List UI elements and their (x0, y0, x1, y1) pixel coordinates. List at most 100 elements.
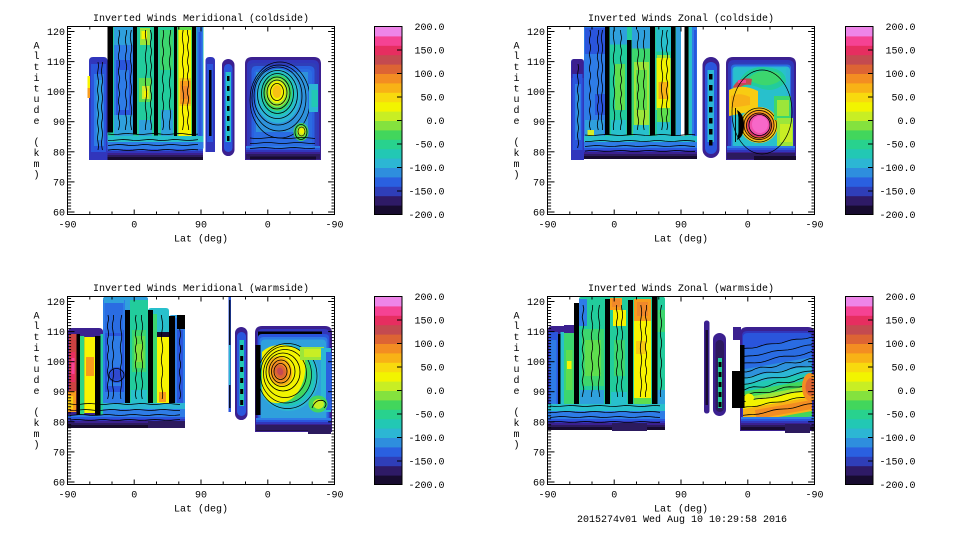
svg-text:t: t (513, 85, 519, 96)
svg-text:0: 0 (265, 221, 271, 232)
svg-text:Lat (deg): Lat (deg) (174, 234, 228, 246)
svg-text:100: 100 (527, 88, 545, 99)
svg-text:l: l (513, 321, 519, 333)
svg-text:-100.0: -100.0 (879, 434, 915, 445)
svg-text:d: d (513, 375, 519, 387)
svg-text:120: 120 (527, 298, 545, 309)
svg-text:-150.0: -150.0 (408, 188, 444, 199)
svg-text:Lat (deg): Lat (deg) (654, 504, 708, 516)
svg-text:110: 110 (527, 328, 545, 339)
svg-text:-200.0: -200.0 (408, 211, 444, 222)
svg-text:e: e (513, 387, 519, 398)
svg-text:2015274v01 Wed Aug 10 10:29:58: 2015274v01 Wed Aug 10 10:29:58 2016 (577, 514, 787, 526)
svg-text:90: 90 (533, 118, 545, 129)
svg-text:0.0: 0.0 (426, 117, 444, 128)
svg-text:80: 80 (53, 418, 65, 429)
svg-text:-50.0: -50.0 (885, 411, 915, 422)
svg-text:i: i (513, 73, 519, 85)
svg-text:l: l (513, 51, 519, 63)
svg-text:-100.0: -100.0 (408, 434, 444, 445)
svg-text:100: 100 (47, 88, 65, 99)
svg-text:60: 60 (53, 479, 65, 490)
svg-text:200.0: 200.0 (885, 23, 915, 34)
svg-text:-150.0: -150.0 (879, 458, 915, 469)
svg-text:80: 80 (533, 418, 545, 429)
svg-text:-90: -90 (325, 491, 343, 502)
svg-text:-90: -90 (325, 221, 343, 232)
svg-text:100: 100 (47, 358, 65, 369)
svg-text:100.0: 100.0 (885, 340, 915, 351)
svg-text:110: 110 (47, 58, 65, 69)
svg-text:i: i (33, 343, 39, 355)
svg-text:0: 0 (611, 221, 617, 232)
svg-text:t: t (33, 333, 39, 344)
svg-text:70: 70 (53, 178, 65, 189)
svg-text:-150.0: -150.0 (408, 458, 444, 469)
svg-text:0.0: 0.0 (897, 387, 915, 398)
svg-text:50.0: 50.0 (891, 364, 915, 375)
svg-text:d: d (33, 105, 39, 117)
svg-text:90: 90 (53, 388, 65, 399)
svg-text:-90: -90 (538, 491, 556, 502)
svg-text:l: l (33, 51, 39, 63)
svg-text:e: e (513, 117, 519, 128)
svg-text:(: ( (513, 407, 519, 419)
svg-text:60: 60 (533, 479, 545, 490)
svg-text:50.0: 50.0 (420, 364, 444, 375)
svg-text:-200.0: -200.0 (879, 481, 915, 492)
svg-text:110: 110 (527, 58, 545, 69)
svg-text:m: m (33, 160, 39, 171)
svg-text:90: 90 (675, 491, 687, 502)
svg-text:80: 80 (533, 148, 545, 159)
svg-text:m: m (33, 430, 39, 441)
svg-text:0: 0 (745, 491, 751, 502)
svg-text:150.0: 150.0 (885, 317, 915, 328)
svg-text:150.0: 150.0 (885, 47, 915, 58)
svg-text:-90: -90 (58, 221, 76, 232)
svg-text:-90: -90 (805, 491, 823, 502)
svg-text:90: 90 (675, 221, 687, 232)
svg-text:-150.0: -150.0 (879, 188, 915, 199)
svg-text:e: e (33, 117, 39, 128)
svg-text:-90: -90 (805, 221, 823, 232)
svg-text:k: k (33, 418, 39, 430)
svg-text:0: 0 (131, 221, 137, 232)
svg-text:k: k (513, 418, 519, 430)
svg-text:90: 90 (533, 388, 545, 399)
svg-text:(: ( (513, 137, 519, 149)
svg-text:-200.0: -200.0 (408, 481, 444, 492)
svg-text:70: 70 (53, 448, 65, 459)
svg-text:e: e (33, 387, 39, 398)
svg-text:0.0: 0.0 (897, 117, 915, 128)
svg-text:A: A (513, 42, 519, 53)
svg-text:0: 0 (265, 491, 271, 502)
svg-text:110: 110 (47, 328, 65, 339)
svg-text:t: t (33, 85, 39, 96)
svg-text:): ) (513, 170, 519, 182)
svg-text:-100.0: -100.0 (408, 164, 444, 175)
svg-text:m: m (513, 430, 519, 441)
svg-text:120: 120 (527, 28, 545, 39)
svg-text:-90: -90 (58, 491, 76, 502)
svg-text:200.0: 200.0 (414, 23, 444, 34)
svg-text:d: d (33, 375, 39, 387)
svg-text:60: 60 (533, 209, 545, 220)
svg-text:l: l (33, 321, 39, 333)
svg-text:50.0: 50.0 (420, 94, 444, 105)
svg-text:Lat (deg): Lat (deg) (174, 504, 228, 516)
svg-text:Inverted Winds Zonal (warmside: Inverted Winds Zonal (warmside) (588, 283, 774, 295)
svg-text:50.0: 50.0 (891, 94, 915, 105)
svg-text:t: t (33, 63, 39, 74)
svg-text:0: 0 (745, 221, 751, 232)
svg-text:0: 0 (131, 491, 137, 502)
svg-text:t: t (33, 355, 39, 366)
svg-text:k: k (513, 148, 519, 160)
svg-text:t: t (513, 333, 519, 344)
svg-text:100.0: 100.0 (885, 70, 915, 81)
svg-text:Lat (deg): Lat (deg) (654, 234, 708, 246)
svg-text:A: A (33, 42, 39, 53)
svg-text:80: 80 (53, 148, 65, 159)
svg-text:d: d (513, 105, 519, 117)
svg-text:A: A (33, 312, 39, 323)
svg-text:-50.0: -50.0 (414, 141, 444, 152)
